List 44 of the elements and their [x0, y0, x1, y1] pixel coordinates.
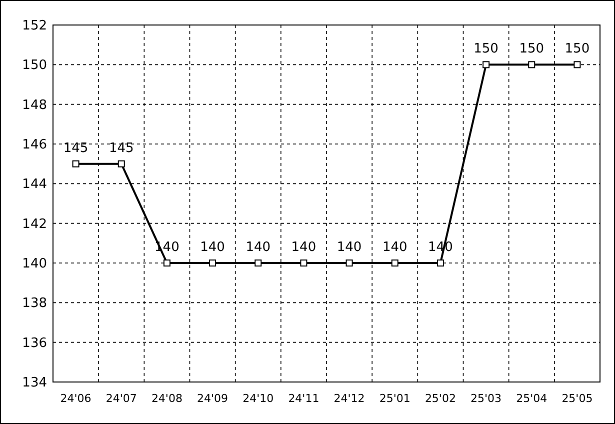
y-tick-label: 150	[22, 58, 47, 74]
x-tick-label: 24'07	[106, 392, 137, 405]
y-tick-label: 140	[22, 256, 47, 272]
y-tick-label: 144	[22, 177, 47, 192]
point	[72, 160, 80, 168]
data-label: 150	[474, 42, 498, 57]
data-label: 140	[382, 240, 408, 255]
x-tick-label: 25'02	[424, 392, 456, 405]
x-tick-label: 25'04	[516, 392, 548, 405]
x-tick-label: 24'06	[60, 392, 92, 405]
data-label: 150	[519, 42, 544, 57]
x-tick-label: 24'12	[334, 392, 365, 405]
point	[209, 260, 216, 266]
point	[574, 61, 581, 68]
y-tick-label: 138	[22, 296, 47, 312]
y-tick-label: 146	[22, 138, 47, 153]
data-label: 145	[108, 140, 134, 156]
x-tick-label: 24'10	[242, 392, 274, 405]
x-tick-label: 24'08	[151, 392, 182, 405]
data-label: 145	[63, 140, 88, 156]
y-tick-label: 152	[22, 18, 47, 34]
point	[436, 260, 444, 266]
data-label: 140	[246, 240, 271, 255]
x-tick-label: 24'11	[288, 392, 320, 405]
data-label: 150	[564, 42, 590, 57]
data-label: 140	[200, 240, 225, 255]
data-label: 140	[291, 240, 316, 255]
y-tick-label: 136	[22, 336, 47, 351]
x-tick-label: 25'01	[379, 392, 410, 405]
y-tick-label: 148	[22, 98, 47, 113]
y-tick-label: 142	[22, 216, 47, 232]
point	[163, 260, 170, 266]
point	[346, 260, 353, 266]
point	[528, 61, 536, 68]
x-tick-label: 25'03	[470, 392, 502, 405]
x-tick-label: 25'05	[562, 392, 593, 405]
point	[482, 61, 490, 68]
point	[118, 160, 125, 168]
y-tick-label: 134	[22, 376, 47, 391]
point	[300, 260, 308, 266]
x-tick-label: 24'09	[197, 392, 228, 405]
point	[391, 260, 398, 266]
point	[254, 260, 262, 266]
data-label: 140	[336, 240, 362, 255]
